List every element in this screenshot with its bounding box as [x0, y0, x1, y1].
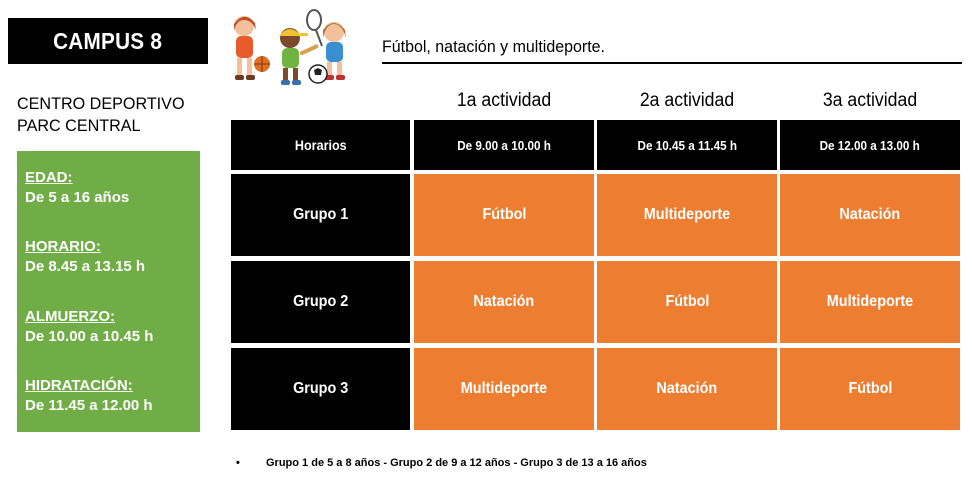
- info-label: HORARIO:: [25, 238, 101, 255]
- info-lunch: ALMUERZO: De 10.00 a 10.45 h: [25, 307, 153, 347]
- subtitle-underline: [382, 62, 962, 64]
- column-header-2: 2a actividad: [639, 90, 735, 111]
- kids-playing-sports-icon: [234, 9, 346, 85]
- subtitle: Fútbol, natación y multideporte.: [382, 37, 605, 56]
- group-row-label: Grupo 3: [231, 348, 410, 430]
- time-cell: De 10.45 a 11.45 h: [597, 120, 777, 170]
- info-panel: EDAD: De 5 a 16 años HORARIO: De 8.45 a …: [17, 151, 200, 432]
- info-label: EDAD:: [25, 169, 73, 186]
- activity-cell: Fútbol: [414, 174, 594, 256]
- kid-baseball-icon: [279, 28, 319, 85]
- column-header-3: 3a actividad: [822, 90, 918, 111]
- info-label: ALMUERZO:: [25, 308, 115, 325]
- info-value: De 8.45 a 13.15 h: [25, 258, 146, 275]
- activity-cell: Multideporte: [597, 174, 777, 256]
- group-row-label: Grupo 1: [231, 174, 410, 256]
- activity-cell: Fútbol: [597, 261, 777, 343]
- kid-basketball-icon: [234, 16, 270, 80]
- info-value: De 10.00 a 10.45 h: [25, 328, 154, 345]
- time-cell: De 9.00 a 10.00 h: [414, 120, 594, 170]
- kid-tennis-icon: [306, 9, 346, 84]
- info-schedule: HORARIO: De 8.45 a 13.15 h: [25, 237, 145, 277]
- footnote-text: Grupo 1 de 5 a 8 años - Grupo 2 de 9 a 1…: [266, 457, 647, 469]
- info-value: De 11.45 a 12.00 h: [25, 397, 153, 414]
- info-age: EDAD: De 5 a 16 años: [25, 168, 129, 208]
- activity-cell: Multideporte: [780, 261, 960, 343]
- activity-cell: Fútbol: [780, 348, 960, 430]
- campus-title-box: CAMPUS 8: [8, 18, 208, 64]
- activity-cell: Natación: [780, 174, 960, 256]
- venue-name: CENTRO DEPORTIVO PARC CENTRAL: [17, 93, 185, 137]
- venue-line-1: CENTRO DEPORTIVO: [17, 94, 185, 113]
- group-row-label: Grupo 2: [231, 261, 410, 343]
- venue-line-2: PARC CENTRAL: [17, 116, 141, 135]
- info-label: HIDRATACIÓN:: [25, 377, 133, 394]
- campus-title: CAMPUS 8: [53, 27, 163, 54]
- activity-cell: Multideporte: [414, 348, 594, 430]
- time-cell: De 12.00 a 13.00 h: [780, 120, 960, 170]
- column-header-1: 1a actividad: [456, 90, 552, 111]
- activity-cell: Natación: [414, 261, 594, 343]
- activity-cell: Natación: [597, 348, 777, 430]
- info-value: De 5 a 16 años: [25, 189, 130, 206]
- footnote: • Grupo 1 de 5 a 8 años - Grupo 2 de 9 a …: [236, 457, 647, 469]
- info-hydration: HIDRATACIÓN: De 11.45 a 12.00 h: [25, 376, 153, 416]
- bullet-icon: •: [236, 457, 240, 469]
- time-row-label: Horarios: [231, 120, 410, 170]
